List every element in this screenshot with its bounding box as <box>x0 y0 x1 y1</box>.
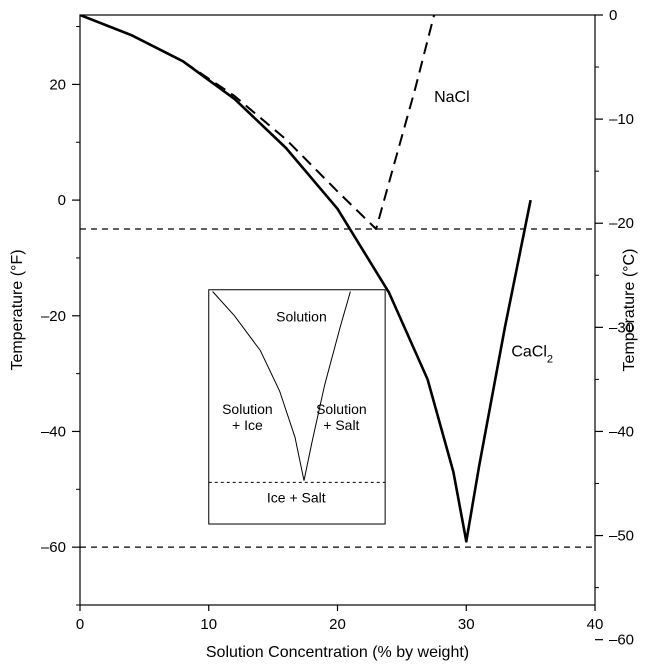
y-right-tick-label: –40 <box>609 423 634 440</box>
y-left-tick-label: 20 <box>49 76 66 93</box>
y-right-tick-label: –50 <box>609 528 634 545</box>
x-tick-label: 10 <box>200 616 217 633</box>
x-tick-label: 30 <box>458 616 475 633</box>
x-tick-label: 0 <box>76 616 84 633</box>
y-left-tick-label: 0 <box>58 192 66 209</box>
x-axis-label: Solution Concentration (% by weight) <box>206 644 469 661</box>
y-left-tick-label: –40 <box>41 423 66 440</box>
phase-diagram-chart: 0 10 20 30 40 Solution Concentration (% by we… <box>0 0 648 669</box>
y-right-tick-label: –20 <box>609 215 634 232</box>
inset-label-solution-salt: Solution+ Salt <box>316 401 367 433</box>
y-left-tick-label: –20 <box>41 308 66 325</box>
y-right-tick-label: 0 <box>609 7 617 24</box>
x-tick-label: 40 <box>587 616 604 633</box>
inset-label-ice-salt: Ice + Salt <box>267 490 326 506</box>
x-tick-label: 20 <box>329 616 346 633</box>
y-right-tick-label: –10 <box>609 111 634 128</box>
chart-svg: 0 10 20 30 40 Solution Concentration (% by we… <box>0 0 648 669</box>
y-right-tick-label: –60 <box>609 632 634 649</box>
series-label-nacl: NaCl <box>434 89 470 106</box>
y-left-tick-label: –60 <box>41 539 66 556</box>
y-right-axis-label: Temperature (°C) <box>621 249 638 372</box>
y-left-axis-label: Temperature (°F) <box>9 249 26 370</box>
inset-label-solution: Solution <box>276 309 327 325</box>
